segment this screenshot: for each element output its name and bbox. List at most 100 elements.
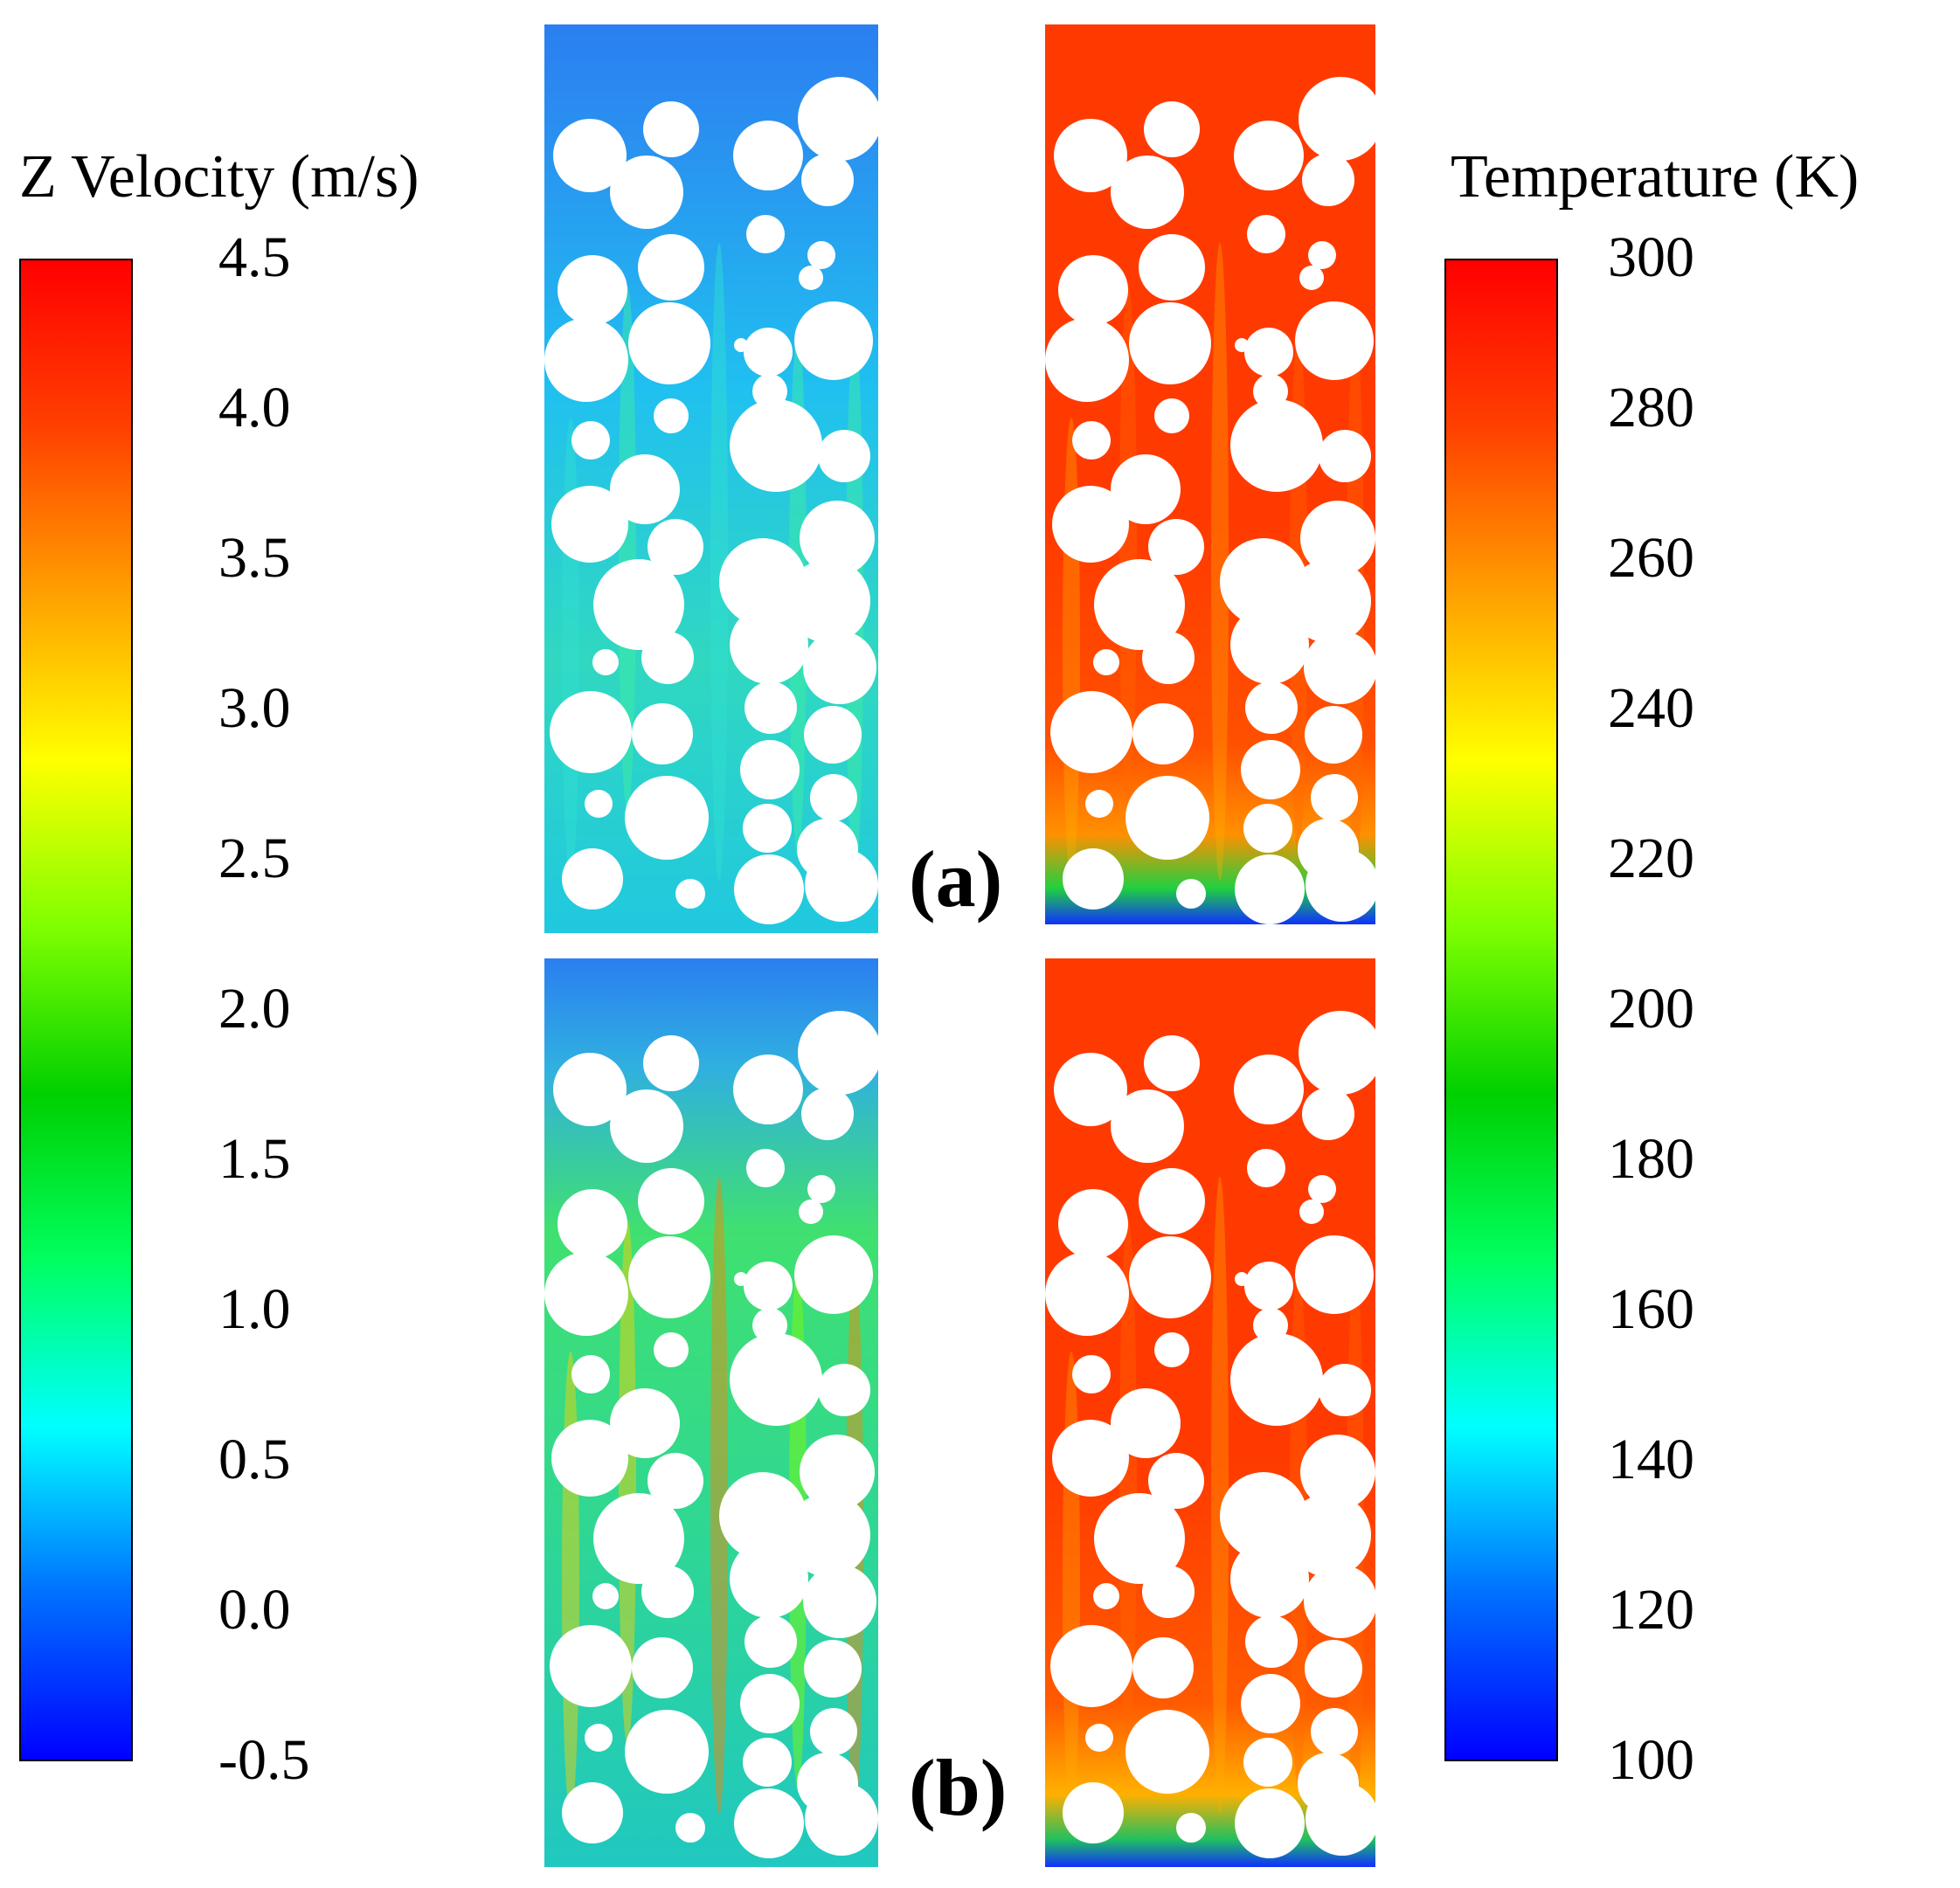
particle [804, 1640, 862, 1698]
particle [1295, 301, 1374, 380]
particle [810, 1708, 857, 1755]
temperature-tick-3: 240 [1608, 676, 1694, 740]
particle [744, 328, 793, 377]
particle [1050, 691, 1132, 773]
particle [1176, 879, 1206, 909]
particle [1235, 1272, 1249, 1286]
particle [1054, 119, 1127, 192]
particle [1244, 328, 1293, 377]
particle [632, 703, 693, 764]
particle [1054, 1053, 1127, 1126]
particle [1299, 266, 1324, 290]
velocity-tick-2: 3.5 [218, 526, 291, 590]
particle [544, 318, 628, 402]
particle [1094, 559, 1185, 650]
particle [1308, 1175, 1336, 1203]
particle [730, 399, 822, 492]
velocity-tick-10: -0.5 [218, 1728, 310, 1792]
particle [1176, 1813, 1206, 1843]
particle [1319, 1364, 1371, 1416]
velocity-tick-5: 2.0 [218, 977, 291, 1041]
flow-streak [562, 1352, 579, 1815]
particle [1058, 255, 1128, 325]
particle [807, 241, 835, 269]
particle [1045, 318, 1129, 402]
particle [1085, 790, 1113, 818]
particle [1299, 77, 1375, 161]
particle [734, 1788, 804, 1858]
velocity-legend-title: Z Velocity (m/s) [19, 143, 419, 211]
particle [800, 501, 875, 576]
particle [592, 1583, 619, 1609]
particle [1144, 101, 1200, 157]
particle [562, 1782, 623, 1843]
particle [648, 1453, 703, 1509]
particle [1220, 538, 1307, 626]
particle [803, 1565, 876, 1638]
particle [1052, 486, 1129, 563]
particle [1245, 681, 1298, 734]
particle [1125, 1710, 1209, 1794]
particle [740, 740, 800, 799]
particle [1230, 1539, 1309, 1618]
particle [818, 1364, 870, 1416]
particle [1245, 1615, 1298, 1668]
velocity-tick-4: 2.5 [218, 826, 291, 890]
particle [807, 1175, 835, 1203]
particle [1220, 1472, 1307, 1560]
particle [818, 430, 870, 482]
particle [1132, 1637, 1194, 1698]
particle [1234, 121, 1304, 190]
particle [625, 776, 709, 860]
flow-streak [1211, 1177, 1229, 1815]
particle [1045, 1252, 1129, 1336]
particle [1063, 848, 1124, 909]
temperature-tick-5: 200 [1608, 977, 1694, 1041]
particle [744, 1262, 793, 1311]
particle [1139, 1168, 1205, 1234]
particle [1072, 421, 1111, 460]
particle [1304, 631, 1375, 704]
particle [571, 421, 610, 460]
temperature-contour-panel-b [1045, 958, 1375, 1867]
particle [1299, 1011, 1375, 1095]
flow-streak [710, 243, 728, 881]
particle [643, 1035, 699, 1091]
temperature-tick-4: 220 [1608, 826, 1694, 890]
particle [786, 1493, 870, 1577]
panel-label-a: (a) [909, 834, 1003, 923]
particle [553, 1053, 627, 1126]
particle [558, 255, 627, 325]
particle [1302, 1088, 1354, 1140]
particle [550, 1625, 632, 1707]
particle [1050, 1625, 1132, 1707]
particle [1235, 854, 1305, 924]
particle [730, 1539, 808, 1618]
particle [801, 154, 854, 206]
velocity-tick-0: 4.5 [218, 225, 291, 289]
particle [794, 301, 873, 380]
particle [800, 1435, 875, 1510]
particle [1230, 1333, 1323, 1426]
velocity-tick-7: 1.0 [218, 1277, 291, 1341]
particle [638, 1168, 704, 1234]
velocity-tick-1: 4.0 [218, 376, 291, 439]
particle [1308, 241, 1336, 269]
temperature-tick-2: 260 [1608, 526, 1694, 590]
particle [1244, 1262, 1293, 1311]
particle [1142, 1566, 1195, 1618]
particle [632, 1637, 693, 1698]
flow-streak [1063, 1352, 1080, 1815]
particle [1247, 1149, 1285, 1187]
particle [610, 454, 680, 524]
particle [734, 1272, 748, 1286]
temperature-tick-7: 160 [1608, 1277, 1694, 1341]
particle [1300, 1435, 1375, 1510]
particle [1230, 399, 1323, 492]
particle [553, 119, 627, 192]
particle [641, 1566, 694, 1618]
particle [551, 486, 628, 563]
particle [1295, 1235, 1374, 1314]
particle [1241, 1674, 1300, 1733]
particle [803, 631, 876, 704]
